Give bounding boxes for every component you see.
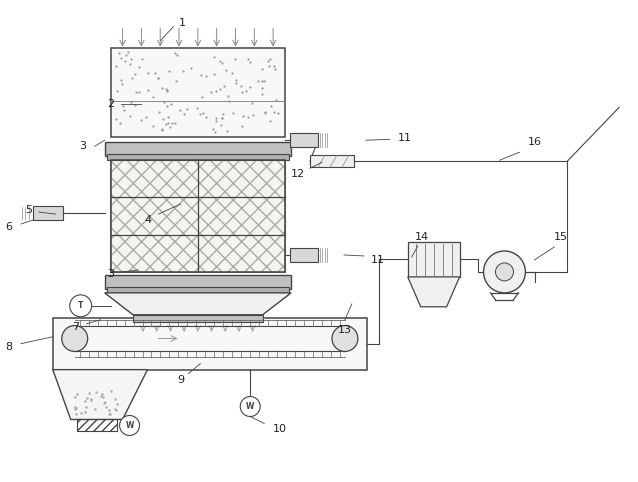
Circle shape [484,251,526,293]
Bar [110,160,285,272]
Bar [408,242,459,277]
Text: 16: 16 [528,137,542,147]
Bar [110,160,285,272]
Text: 13: 13 [338,325,352,335]
Text: W: W [246,402,255,411]
Bar [105,275,291,289]
Bar [33,206,63,220]
Bar [290,134,318,147]
Bar [107,154,289,160]
Text: T: T [78,301,84,310]
Bar [310,155,354,167]
Circle shape [119,415,140,435]
Bar [107,287,289,293]
Circle shape [70,295,92,317]
Bar [110,160,285,272]
Text: W: W [125,421,134,430]
Polygon shape [105,293,291,315]
Circle shape [62,325,87,351]
Bar [133,315,263,322]
Text: 3: 3 [79,141,86,151]
Text: 7: 7 [72,322,79,332]
Bar [105,142,291,156]
Text: 5: 5 [26,205,33,215]
Circle shape [241,397,260,416]
Text: 12: 12 [291,169,305,179]
Text: 10: 10 [273,425,287,434]
Bar [77,419,117,431]
Text: 8: 8 [5,342,13,352]
Text: 11: 11 [371,255,385,265]
Polygon shape [408,277,459,307]
Text: 6: 6 [5,222,12,232]
Polygon shape [53,370,147,419]
Text: 2: 2 [107,99,114,109]
Bar [53,318,367,370]
Text: 1: 1 [179,18,186,27]
Text: 14: 14 [415,232,429,242]
Text: 11: 11 [397,134,412,143]
Bar [290,248,318,262]
Text: 4: 4 [145,215,152,225]
Text: 15: 15 [554,232,568,242]
Text: 9: 9 [177,375,184,385]
Circle shape [332,325,358,351]
Text: 3: 3 [107,269,114,279]
Circle shape [496,263,514,281]
Bar [110,48,285,137]
